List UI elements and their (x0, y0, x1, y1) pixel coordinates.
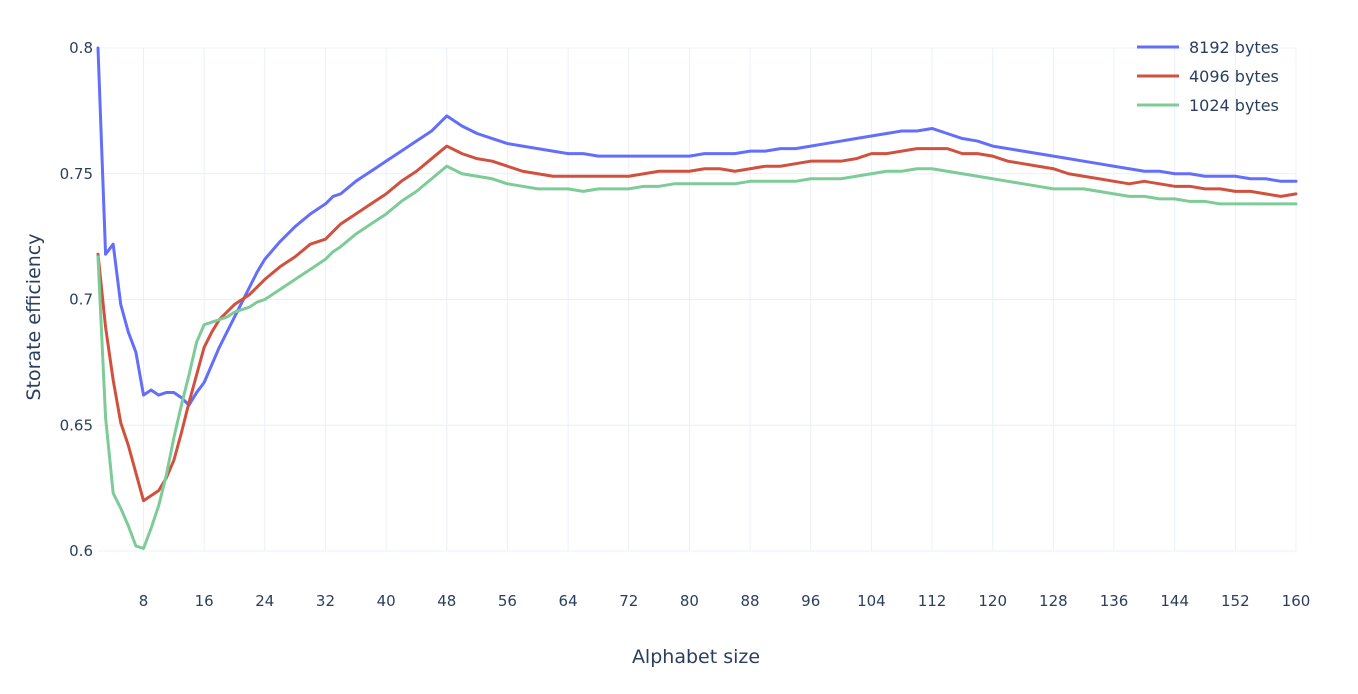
x-tick-label: 8 (139, 592, 149, 610)
x-axis-ticks: 8 16 24 32 40 48 56 64 72 80 88 96 104 112 120 128 136 14… (139, 592, 1311, 610)
series-line-1024-bytes (96, 164, 1298, 550)
y-tick-label: 0.8 (69, 39, 93, 57)
series-line-8192-bytes (96, 46, 1298, 407)
x-tick-label: 136 (1100, 592, 1129, 610)
grid-lines (98, 47, 1297, 552)
legend-label: 8192 bytes (1189, 38, 1279, 57)
x-axis-title: Alphabet size (632, 646, 760, 668)
x-tick-label: 80 (680, 592, 699, 610)
legend[interactable]: 8192 bytes 4096 bytes 1024 bytes (1137, 38, 1279, 115)
y-tick-label: 0.65 (60, 416, 93, 434)
series-line-4096-bytes (96, 144, 1298, 503)
y-tick-label: 0.75 (60, 165, 93, 183)
legend-item-4096-bytes[interactable]: 4096 bytes (1137, 67, 1279, 86)
x-tick-label: 16 (195, 592, 214, 610)
legend-item-1024-bytes[interactable]: 1024 bytes (1137, 96, 1279, 115)
legend-item-8192-bytes[interactable]: 8192 bytes (1137, 38, 1279, 57)
x-tick-label: 40 (377, 592, 396, 610)
x-tick-label: 120 (978, 592, 1007, 610)
y-tick-label: 0.6 (69, 542, 93, 560)
x-tick-label: 128 (1039, 592, 1068, 610)
x-tick-label: 72 (619, 592, 638, 610)
y-tick-label: 0.7 (69, 291, 93, 309)
x-tick-label: 112 (918, 592, 947, 610)
x-tick-label: 48 (437, 592, 456, 610)
legend-label: 4096 bytes (1189, 67, 1279, 86)
x-tick-label: 104 (857, 592, 886, 610)
x-tick-label: 88 (741, 592, 760, 610)
x-tick-label: 160 (1282, 592, 1311, 610)
x-tick-label: 144 (1160, 592, 1189, 610)
x-tick-label: 152 (1221, 592, 1250, 610)
series-lines (96, 46, 1298, 550)
x-tick-label: 32 (316, 592, 335, 610)
x-tick-label: 96 (801, 592, 820, 610)
x-tick-label: 56 (498, 592, 517, 610)
y-axis-title: Storate efficiency (23, 234, 45, 401)
y-axis-ticks: 0.6 0.65 0.7 0.75 0.8 (60, 39, 93, 560)
x-tick-label: 64 (559, 592, 578, 610)
x-tick-label: 24 (255, 592, 274, 610)
legend-label: 1024 bytes (1189, 96, 1279, 115)
